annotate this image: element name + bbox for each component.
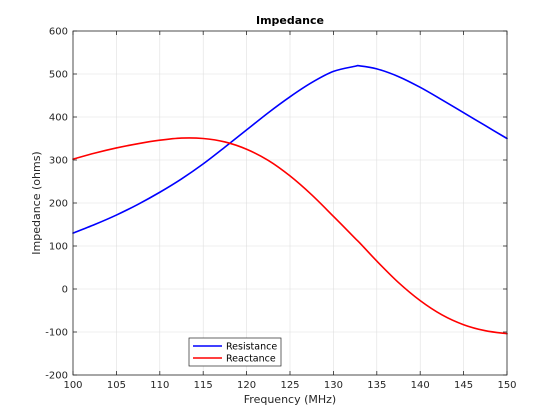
axis-ticks: 100 105 110 115 120 125 130 135 140 145 150 -200 -10… [45,27,516,392]
x-tick-label: 140 [411,380,430,391]
x-tick-label: 120 [237,380,256,391]
x-tick-label: 100 [63,380,82,391]
legend-label-resistance: Resistance [226,342,277,353]
y-tick-label: 100 [49,242,68,253]
chart-title: Impedance [256,14,324,27]
y-tick-label: 400 [49,113,68,124]
y-axis-label: Impedance (ohms) [30,151,43,254]
x-tick-label: 125 [280,380,299,391]
y-tick-label: 300 [49,156,68,167]
y-tick-label: 200 [49,199,68,210]
x-tick-label: 130 [324,380,343,391]
legend-label-reactance: Reactance [226,354,276,365]
resistance-line [72,64,508,234]
legend-box [188,337,282,367]
series-lines [72,64,508,335]
y-tick-label: -200 [45,371,68,382]
reactance-line [72,137,508,335]
x-tick-label: 110 [150,380,169,391]
x-tick-label: 135 [367,380,386,391]
y-tick-label: 500 [49,70,68,81]
y-tick-label: -100 [45,328,68,339]
x-tick-label: 145 [454,380,473,391]
x-tick-label: 105 [107,380,126,391]
x-tick-label: 150 [497,380,516,391]
x-axis-label: Frequency (MHz) [244,393,336,406]
y-tick-label: 0 [62,285,68,296]
y-tick-label: 600 [49,27,68,38]
x-tick-label: 115 [194,380,213,391]
